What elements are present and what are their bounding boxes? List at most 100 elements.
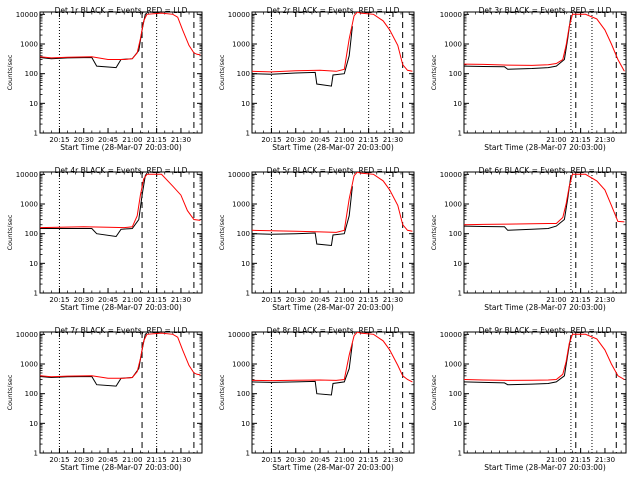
x-tick-label: 21:30: [383, 136, 403, 144]
y-tick-label: 10000: [16, 331, 38, 339]
x-tick-label: 21:00: [334, 456, 354, 464]
x-tick-label: 21:30: [171, 136, 191, 144]
y-tick-label: 1: [246, 450, 250, 458]
y-tick-label: 1: [34, 290, 38, 298]
x-axis-label: Start Time (28-Mar-07 20:03:00): [60, 303, 182, 312]
plot-frame: [251, 11, 415, 134]
x-tick-label: 20:15: [261, 136, 281, 144]
detector-panel-7: Det 7r BLACK = Events, RED = LLD 1 10 100 10…: [6, 326, 203, 472]
events-series-line: [40, 332, 148, 387]
lld-series-line: [464, 13, 625, 72]
x-tick-label: 21:15: [359, 296, 379, 304]
x-tick-label: 21:00: [122, 136, 142, 144]
y-tick-label: 1000: [232, 361, 250, 369]
y-tick-label: 100: [237, 230, 250, 238]
x-axis-label: Start Time (28-Mar-07 20:03:00): [484, 303, 606, 312]
lld-series-line: [40, 332, 201, 379]
y-tick-label: 100: [449, 230, 462, 238]
panel-title: Det 7r BLACK = Events, RED = LLD: [55, 326, 188, 335]
x-tick-label: 20:45: [310, 456, 330, 464]
y-tick-label: 1: [34, 130, 38, 138]
events-series-line: [252, 343, 353, 396]
y-tick-label: 1: [246, 290, 250, 298]
x-tick-label: 21:15: [359, 456, 379, 464]
x-tick-label: 20:30: [74, 456, 94, 464]
x-tick-label: 20:45: [310, 136, 330, 144]
x-tick-label: 21:15: [571, 456, 591, 464]
y-axis-label: Counts/sec: [430, 54, 438, 90]
y-tick-label: 10: [453, 420, 462, 428]
x-tick-label: 21:30: [171, 456, 191, 464]
panel-title: Det 4r BLACK = Events, RED = LLD: [55, 166, 188, 175]
lld-series-line: [252, 12, 413, 73]
x-tick-label: 21:15: [147, 296, 167, 304]
panel-title: Det 6r BLACK = Events, RED = LLD: [479, 166, 612, 175]
x-tick-label: 20:15: [261, 296, 281, 304]
plot-frame: [251, 171, 415, 294]
detector-panel-9: Det 9r BLACK = Events, RED = LLD 1 10 100 10…: [430, 326, 627, 472]
x-tick-label: 21:15: [571, 136, 591, 144]
x-axis-label: Start Time (28-Mar-07 20:03:00): [272, 143, 394, 152]
y-axis-label: Counts/sec: [218, 374, 226, 410]
events-series-line: [464, 335, 572, 386]
panel-title: Det 1r BLACK = Events, RED = LLD: [55, 6, 188, 15]
lld-series-line: [252, 172, 413, 233]
y-tick-label: 1000: [20, 41, 38, 49]
x-axis-label: Start Time (28-Mar-07 20:03:00): [272, 463, 394, 472]
y-tick-label: 10: [241, 100, 250, 108]
x-tick-label: 21:30: [171, 296, 191, 304]
x-tick-label: 21:00: [546, 456, 566, 464]
x-tick-label: 20:15: [261, 456, 281, 464]
x-tick-label: 20:45: [98, 296, 118, 304]
y-tick-label: 1000: [444, 41, 462, 49]
x-axis-label: Start Time (28-Mar-07 20:03:00): [60, 463, 182, 472]
lld-series-line: [464, 333, 625, 381]
x-axis-label: Start Time (28-Mar-07 20:03:00): [60, 143, 182, 152]
x-tick-label: 20:30: [74, 136, 94, 144]
y-tick-label: 100: [237, 390, 250, 398]
y-tick-label: 10000: [228, 171, 250, 179]
x-axis-label: Start Time (28-Mar-07 20:03:00): [484, 143, 606, 152]
y-tick-label: 10000: [440, 171, 462, 179]
y-tick-label: 1000: [444, 361, 462, 369]
x-tick-label: 20:30: [74, 296, 94, 304]
lld-series-line: [40, 12, 201, 60]
panel-title: Det 3r BLACK = Events, RED = LLD: [479, 6, 612, 15]
y-axis-label: Counts/sec: [430, 374, 438, 410]
events-series-line: [252, 26, 353, 87]
x-tick-label: 21:30: [595, 296, 615, 304]
x-tick-label: 21:15: [571, 296, 591, 304]
x-tick-label: 21:15: [147, 456, 167, 464]
x-tick-label: 20:30: [286, 136, 306, 144]
detector-panel-2: Det 2r BLACK = Events, RED = LLD 1 10 100 10…: [218, 6, 415, 152]
x-tick-label: 21:00: [546, 136, 566, 144]
y-tick-label: 100: [449, 70, 462, 78]
y-tick-label: 10: [29, 260, 38, 268]
y-tick-label: 1: [458, 450, 462, 458]
x-tick-label: 21:30: [383, 296, 403, 304]
x-tick-label: 20:45: [98, 456, 118, 464]
x-tick-label: 20:30: [286, 456, 306, 464]
events-series-line: [252, 186, 353, 247]
y-tick-label: 10: [453, 260, 462, 268]
y-tick-label: 1000: [20, 201, 38, 209]
y-tick-label: 1000: [232, 201, 250, 209]
lld-series-line: [464, 173, 625, 226]
panel-title: Det 5r BLACK = Events, RED = LLD: [267, 166, 400, 175]
plot-frame: [463, 11, 627, 134]
events-series-line: [40, 172, 148, 238]
x-tick-label: 21:00: [122, 296, 142, 304]
events-series-line: [464, 175, 572, 231]
y-tick-label: 10: [29, 420, 38, 428]
x-tick-label: 21:00: [334, 296, 354, 304]
x-tick-label: 21:15: [359, 136, 379, 144]
x-tick-label: 21:00: [546, 296, 566, 304]
plot-frame: [463, 331, 627, 454]
detector-panel-3: Det 3r BLACK = Events, RED = LLD 1 10 100 10…: [430, 6, 627, 152]
y-tick-label: 1: [458, 290, 462, 298]
plot-frame: [39, 331, 203, 454]
x-tick-label: 20:15: [49, 296, 69, 304]
y-tick-label: 1000: [232, 41, 250, 49]
x-axis-label: Start Time (28-Mar-07 20:03:00): [484, 463, 606, 472]
y-tick-label: 100: [449, 390, 462, 398]
